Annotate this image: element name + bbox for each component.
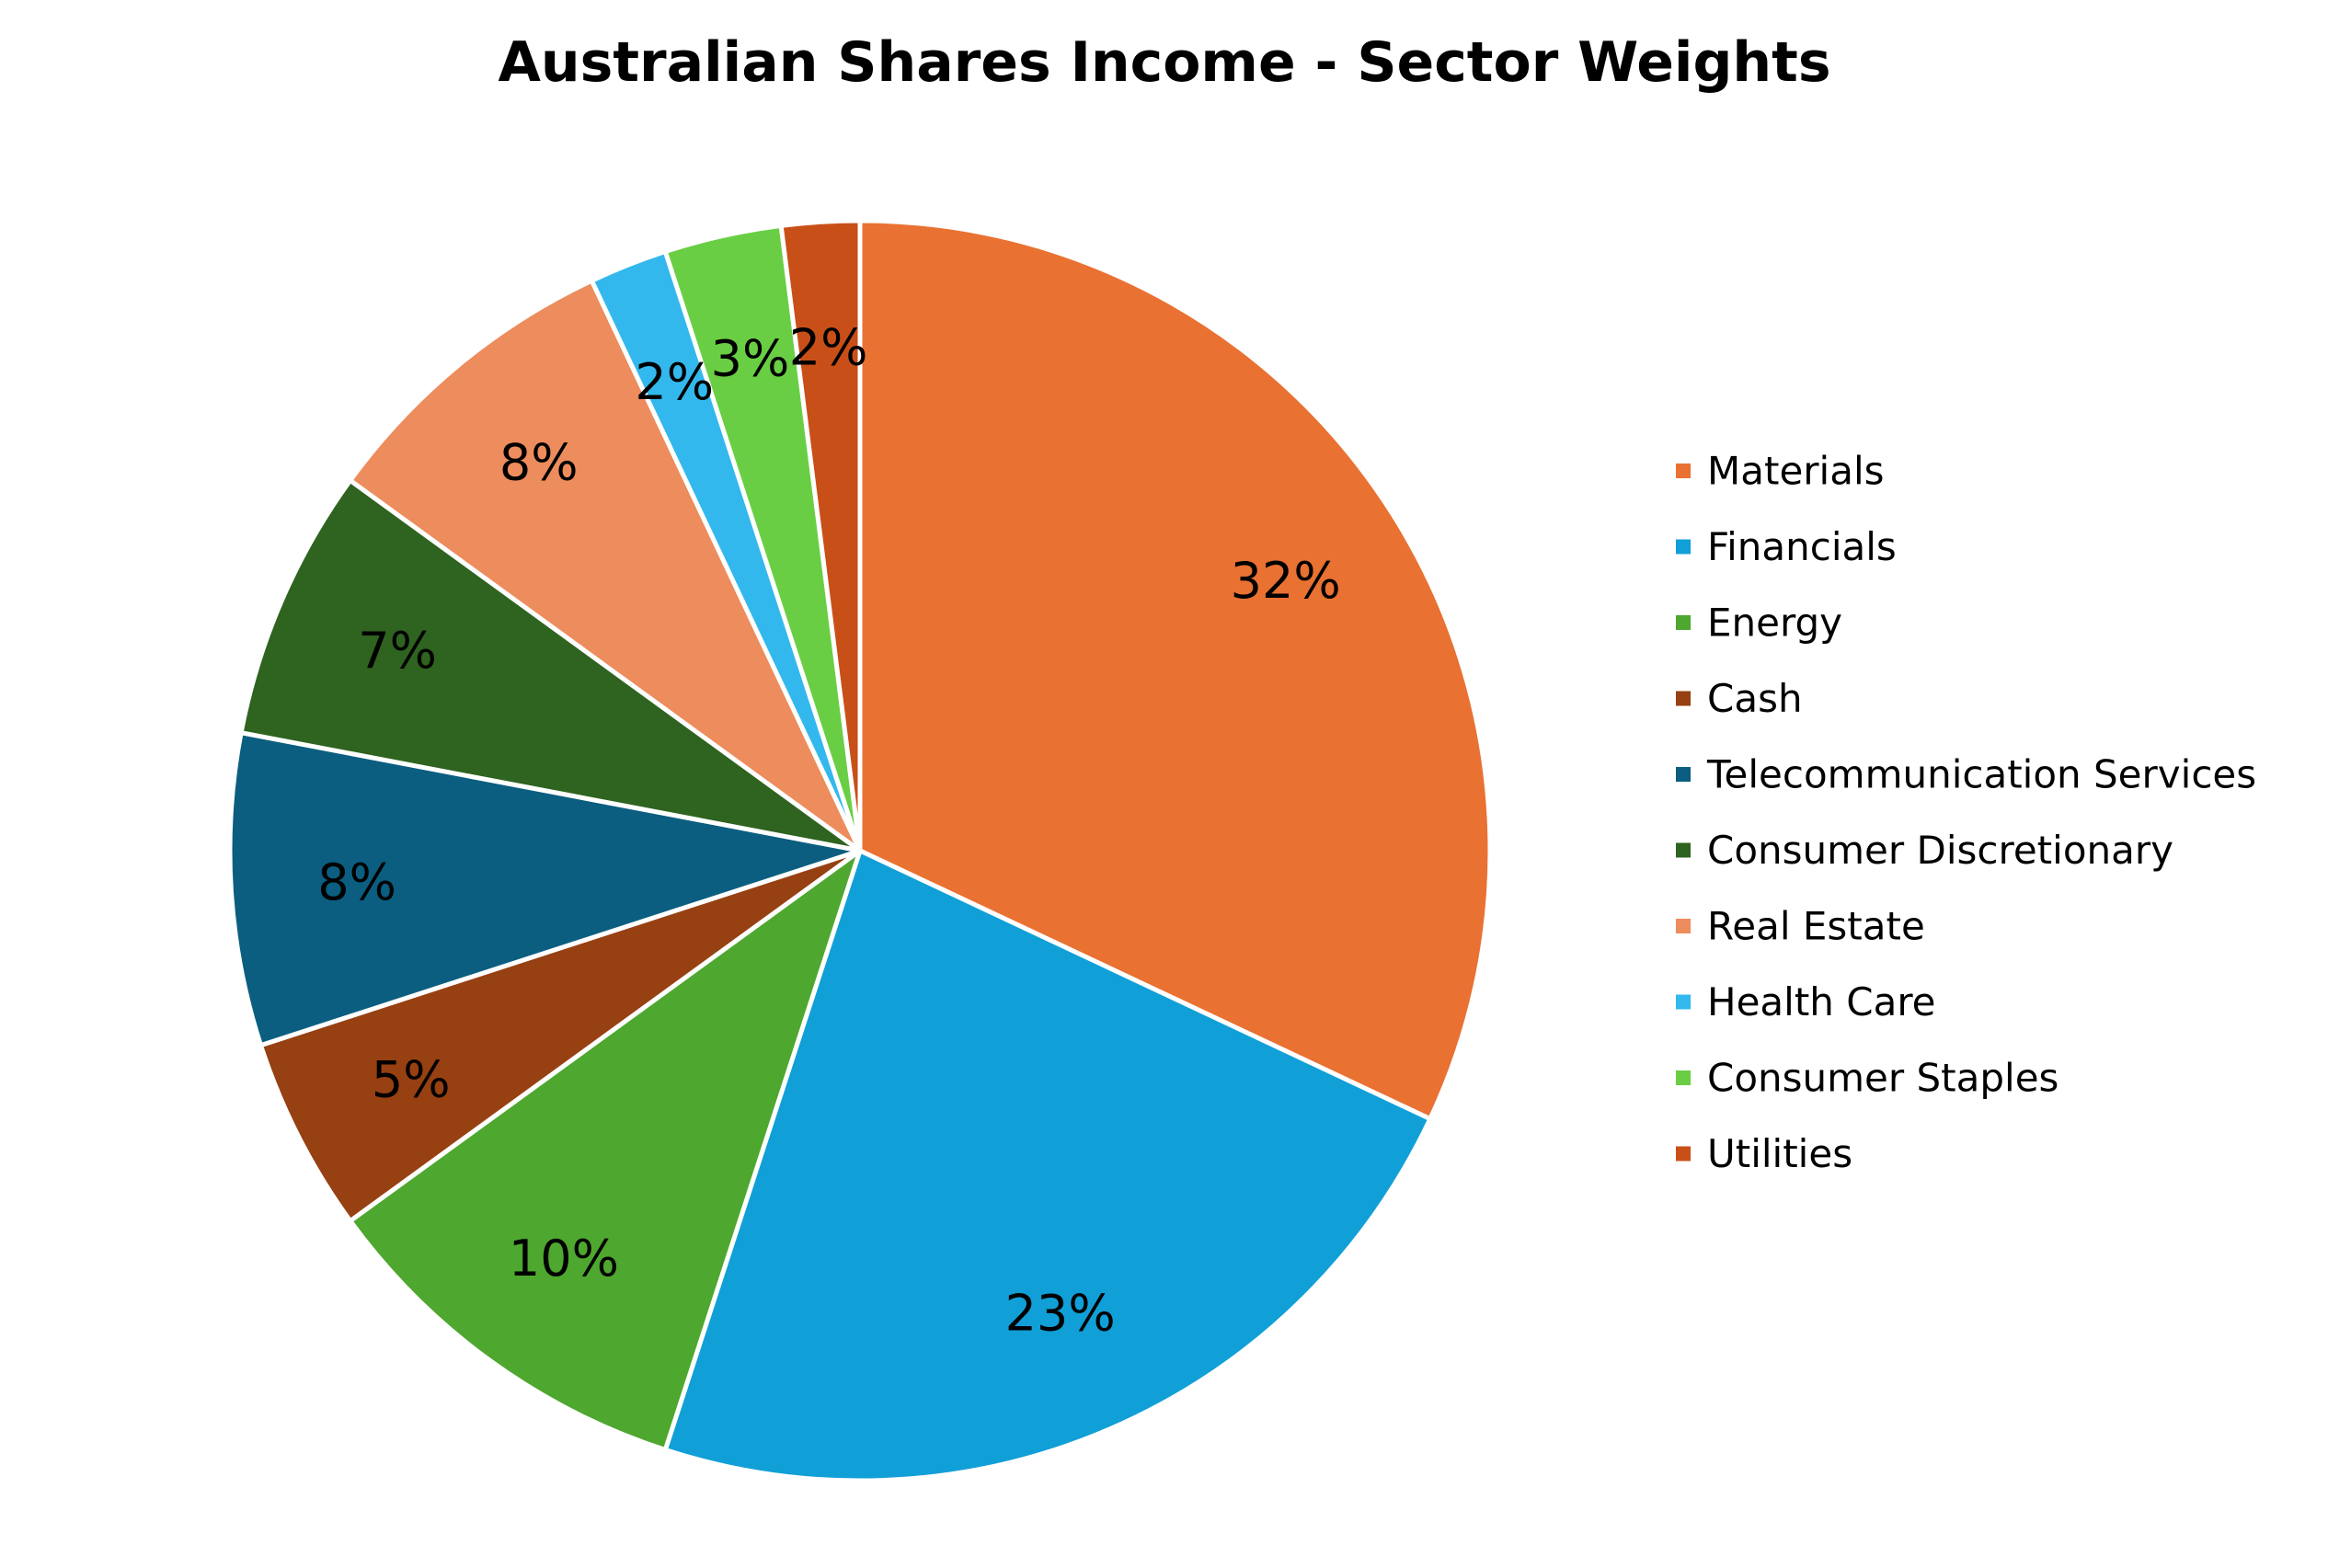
legend-label: Utilities [1707,1131,1852,1176]
legend-swatch [1676,842,1691,858]
legend-item-health-care: Health Care [1676,979,1936,1024]
legend-swatch [1676,539,1691,555]
data-label-materials: 32% [1231,552,1341,610]
chart-title: Australian Shares Income - Sector Weight… [498,30,1830,95]
pie-slice-consumer-discretionary [238,477,863,853]
legend-swatch [1676,919,1691,933]
data-label-consumer-discretionary: 7% [358,622,437,680]
pie-slice-energy [348,848,863,1452]
slice-labels: 32% 23% 10% 5% 8% 7% 8% 2%3% 2% [317,319,1340,1343]
legend-swatch [1676,994,1691,1010]
legend-label: Consumer Staples [1707,1056,2059,1101]
data-label-energy: 10% [509,1230,619,1288]
pie-slice-utilities [778,218,863,853]
pie-slice-financials [662,848,1433,1483]
legend-item-materials: Materials [1676,449,1885,494]
legend: Materials Financials Energy Cash Telecommuni… [1676,449,2256,1176]
data-label-health-care: 2% [635,353,714,411]
data-label-utilities: 2% [789,319,868,377]
legend-item-energy: Energy [1676,601,1842,646]
data-label-consumer-staples: 3% [711,330,790,388]
legend-swatch [1676,1146,1691,1162]
data-label-cash: 5% [372,1050,451,1108]
legend-item-utilities: Utilities [1676,1131,1852,1176]
legend-item-telecommunication-services: Telecommunication Services [1676,752,2256,797]
legend-item-consumer-staples: Consumer Staples [1676,1056,2059,1101]
legend-label: Energy [1707,601,1842,646]
legend-swatch [1676,691,1691,706]
legend-swatch [1676,464,1691,478]
pie-slices [227,218,1493,1483]
legend-item-cash: Cash [1676,676,1803,721]
data-label-telecommunication-services: 8% [317,853,396,911]
pie-slice-real-estate [348,278,863,853]
legend-label: Health Care [1707,979,1936,1024]
pie-slice-materials [857,218,1493,1122]
legend-label: Real Estate [1707,904,1925,949]
legend-item-real-estate: Real Estate [1676,904,1925,949]
legend-swatch [1676,615,1691,630]
legend-label: Financials [1707,524,1897,569]
legend-label: Consumer Discretionary [1707,828,2173,873]
legend-label: Materials [1707,449,1885,494]
legend-swatch [1676,767,1691,782]
legend-label: Telecommunication Services [1706,752,2256,797]
legend-item-financials: Financials [1676,524,1897,569]
data-label-real-estate: 8% [499,433,579,491]
legend-label: Cash [1707,676,1803,721]
legend-item-consumer-discretionary: Consumer Discretionary [1676,828,2173,873]
data-label-financials: 23% [1005,1284,1116,1342]
pie-slice-telecommunication-services [227,730,863,1048]
legend-swatch [1676,1070,1691,1085]
pie-slice-cash [258,848,863,1224]
